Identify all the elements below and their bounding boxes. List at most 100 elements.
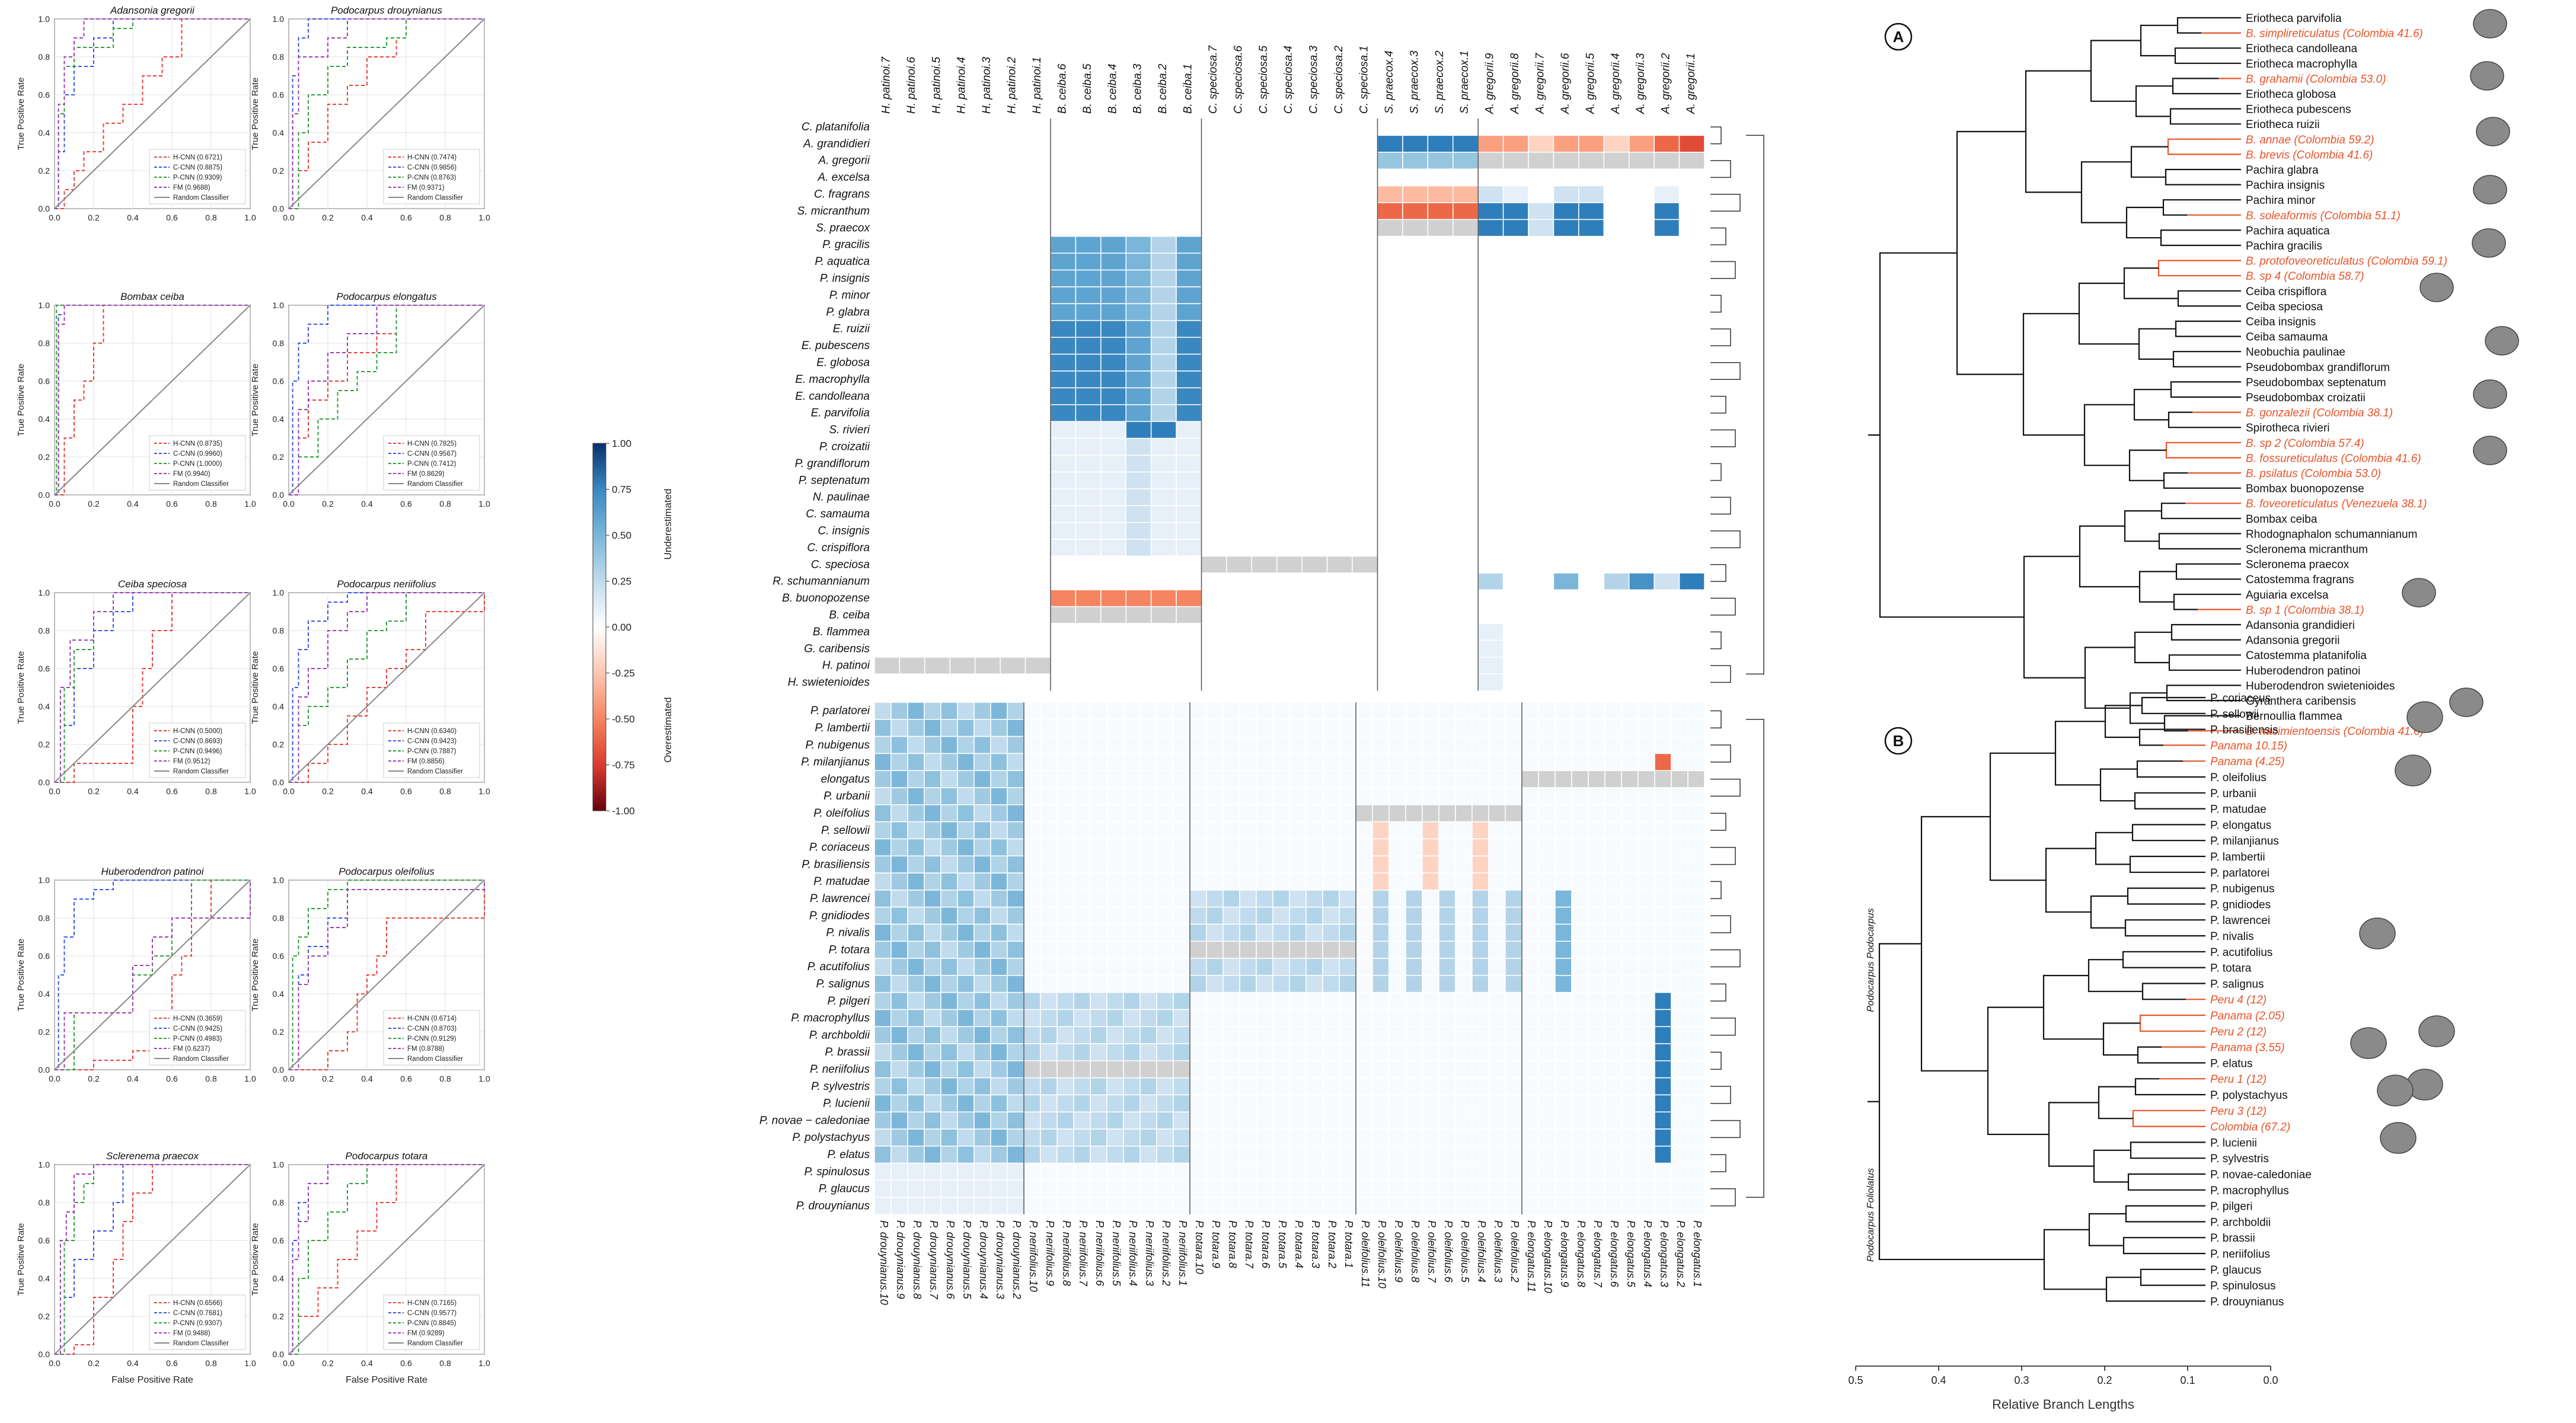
heatmap-cell: [1322, 1060, 1340, 1079]
heatmap-cell: [1427, 353, 1454, 372]
heatmap-cell: [1621, 1094, 1639, 1112]
roc-curve-random: [288, 1164, 485, 1355]
heatmap-cell: [1007, 1197, 1024, 1215]
heatmap-cell: [1553, 236, 1579, 254]
heatmap-cell: [1176, 522, 1202, 540]
heatmap-cell: [1289, 923, 1307, 942]
heatmap-cell: [1289, 1128, 1307, 1147]
tree-tip-label: P. brassii: [2210, 1232, 2255, 1245]
heatmap-cell: [1377, 555, 1403, 574]
heatmap-cell: [1256, 1043, 1273, 1061]
heatmap-cell: [1023, 1043, 1041, 1061]
heatmap-cell: [1422, 872, 1439, 891]
heatmap-cell: [1056, 1111, 1074, 1130]
heatmap-cell: [1040, 702, 1058, 720]
heatmap-cell: [1272, 702, 1290, 720]
heatmap-cell: [1256, 787, 1273, 805]
col-label: H. patinoi.2: [1006, 56, 1019, 114]
heatmap-cell: [990, 1026, 1008, 1044]
heatmap-cell: [1402, 471, 1429, 490]
heatmap-cell: [1654, 975, 1672, 993]
heatmap-cell: [1355, 923, 1373, 942]
tree-tip-label: P. novae-caledoniae: [2210, 1169, 2312, 1181]
heatmap-cell: [1377, 421, 1403, 439]
heatmap-cell: [1453, 404, 1479, 422]
heatmap-cell: [874, 573, 901, 590]
heatmap-cell: [957, 770, 975, 788]
heatmap-cell: [1654, 992, 1672, 1011]
tree-tip-label: B. brevis (Colombia 41.6): [2246, 149, 2373, 161]
heatmap-cell: [1553, 522, 1579, 540]
colorbar-tick-label: 0.00: [612, 622, 631, 633]
col-label: P. neriifolius.4: [1127, 1220, 1139, 1286]
heatmap-cell: [1226, 135, 1253, 153]
col-label: S. praecox.3: [1408, 50, 1421, 114]
heatmap-cell: [1156, 1060, 1174, 1079]
heatmap-cell: [924, 370, 951, 389]
tree-internal-branch: [2162, 199, 2209, 216]
heatmap-cell: [1678, 657, 1705, 674]
col-label: P. drouynianus.9: [895, 1220, 906, 1299]
heatmap-cell: [1301, 286, 1328, 305]
heatmap-cell: [1621, 1060, 1639, 1079]
heatmap-cell: [1578, 236, 1605, 254]
tree-internal-branch: [1956, 130, 2026, 375]
heatmap-cell: [1654, 606, 1680, 624]
tree-internal-branch: [2157, 260, 2204, 277]
heatmap-cell: [1488, 753, 1506, 771]
heatmap-cell: [1000, 522, 1026, 540]
heatmap-cell: [1326, 286, 1353, 305]
heatmap-cell: [1106, 975, 1124, 993]
heatmap-cell: [1125, 488, 1152, 506]
heatmap-cell: [1272, 1179, 1290, 1198]
heatmap-cell: [1173, 1094, 1190, 1112]
heatmap-cell: [874, 421, 901, 439]
x-tick-label: 0.6: [166, 213, 178, 222]
col-label: H. patinoi.4: [956, 57, 968, 114]
heatmap-cell: [1678, 219, 1705, 237]
heatmap-cell: [1106, 702, 1124, 720]
heatmap-cell: [1588, 719, 1605, 737]
roc-curve-h-cnn: [55, 1164, 250, 1355]
heatmap-cell: [1355, 1111, 1373, 1130]
heatmap-cell: [1176, 202, 1202, 220]
heatmap-cell: [1201, 337, 1227, 355]
heatmap-cell: [940, 1162, 958, 1181]
heatmap-cell: [1322, 890, 1340, 908]
col-label: P. drouynianus.3: [994, 1220, 1006, 1299]
heatmap-cell: [1156, 736, 1174, 754]
heatmap-cell: [1050, 269, 1077, 287]
heatmap-cell: [1588, 1179, 1605, 1198]
heatmap-cell: [1427, 623, 1454, 641]
tree-internal-branch: [2023, 555, 2085, 679]
col-label: A. gregorii.2: [1660, 53, 1672, 114]
heatmap-cell: [1603, 303, 1630, 321]
heatmap-cell: [1000, 387, 1026, 405]
tree-tip-label: P. glaucus: [2210, 1264, 2261, 1277]
heatmap-cell: [1687, 906, 1705, 925]
heatmap-cell: [1388, 1162, 1406, 1181]
heatmap-cell: [899, 219, 925, 237]
heatmap-cell: [1621, 958, 1639, 976]
heatmap-cell: [1301, 236, 1328, 254]
y-tick-label: 0.0: [273, 204, 285, 213]
heatmap-cell: [990, 804, 1008, 823]
heatmap-cell: [957, 736, 975, 754]
heatmap-cell: [1377, 589, 1403, 607]
heatmap-cell: [1272, 770, 1290, 788]
heatmap-cell: [907, 804, 925, 823]
heatmap-cell: [1687, 855, 1705, 874]
heatmap-cell: [957, 753, 975, 771]
heatmap-cell: [1502, 555, 1529, 574]
roc-title: Ceiba speciosa: [118, 578, 187, 590]
heatmap-cell: [1628, 219, 1655, 237]
heatmap-cell: [1189, 958, 1207, 976]
heatmap-cell: [1050, 404, 1077, 422]
heatmap-cell: [1090, 787, 1107, 805]
heatmap-cell: [1100, 657, 1126, 674]
heatmap-cell: [924, 488, 951, 506]
heatmap-cell: [1422, 1060, 1439, 1079]
heatmap-cell: [1156, 702, 1174, 720]
y-tick-label: 0.0: [39, 778, 50, 787]
